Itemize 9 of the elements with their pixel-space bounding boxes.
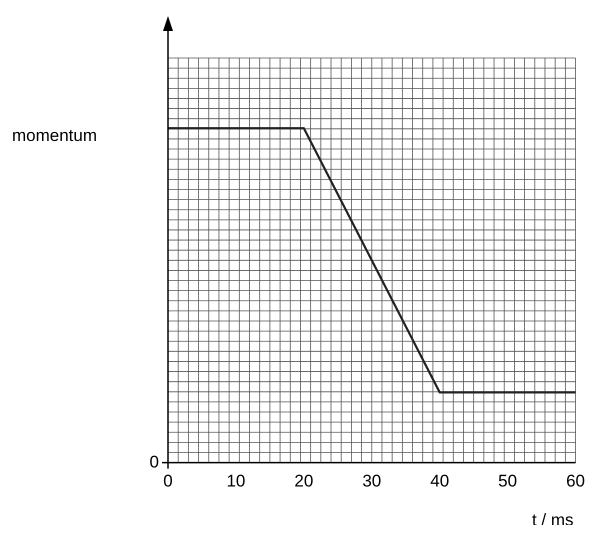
y-axis-title: momentum	[12, 126, 98, 145]
x-tick-label: 40	[430, 471, 450, 490]
x-tick-label: 0	[163, 471, 173, 490]
x-tick-label: 30	[362, 471, 382, 490]
x-tick-label: 50	[498, 471, 518, 490]
x-tick-label: 20	[294, 471, 314, 490]
x-tick-label: 60	[566, 471, 586, 490]
text: 0	[150, 452, 159, 472]
x-tick-label: 10	[226, 471, 246, 490]
